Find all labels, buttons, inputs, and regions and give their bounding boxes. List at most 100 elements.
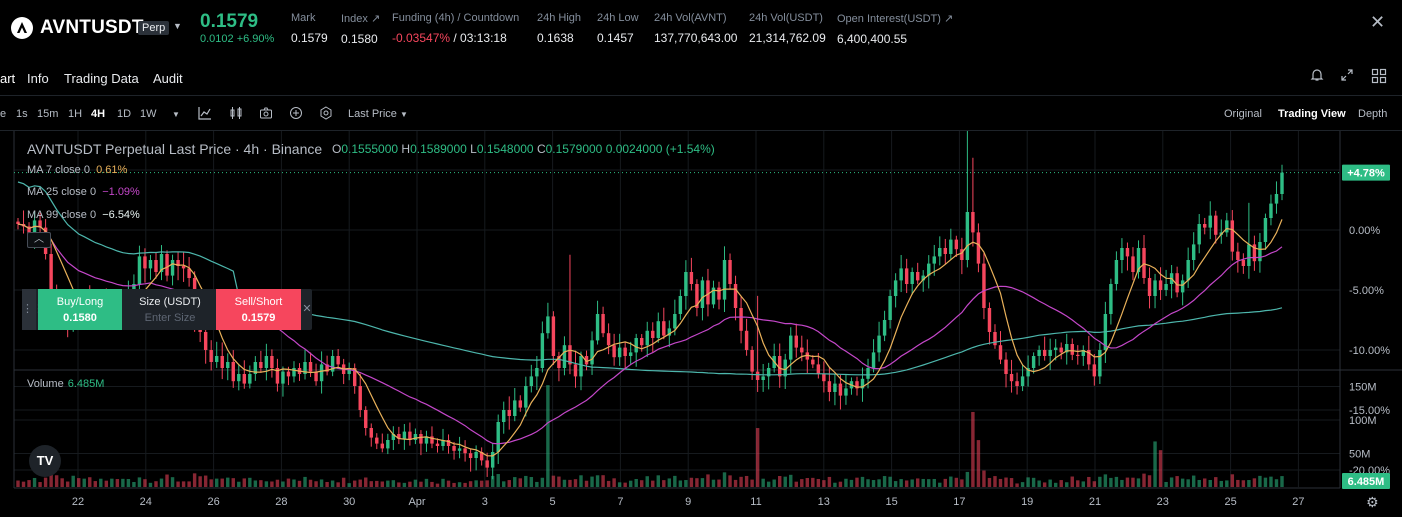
drag-handle-icon[interactable]: ⋮⋮	[22, 289, 44, 330]
volume-bar	[882, 476, 887, 487]
volume-bar	[700, 478, 705, 487]
volume-bar	[584, 480, 589, 487]
symbol-dropdown-chevron-down-icon[interactable]: ▼	[173, 21, 182, 31]
volume-bar	[479, 480, 484, 487]
price-axis-tick-label: -5.00%	[1349, 285, 1384, 297]
price-type-select[interactable]: Last Price ▼	[348, 108, 408, 120]
candle-body	[430, 436, 434, 444]
interval-more-chevron-down-icon[interactable]: ▼	[172, 110, 180, 119]
settings-hex-icon[interactable]	[319, 106, 333, 120]
candle-body	[1214, 215, 1218, 235]
volume-bar	[1065, 482, 1069, 487]
candle-body	[1252, 244, 1257, 262]
ma99-legend[interactable]: MA 99 close 0 −6.54%	[27, 209, 140, 221]
volume-bar	[1208, 479, 1212, 487]
stat-open-interest[interactable]: Open Interest(USDT) ↗ 6,400,400.55	[837, 12, 953, 46]
ma7-legend[interactable]: MA 7 close 0 0.61%	[27, 164, 127, 176]
volume-bar	[82, 478, 86, 487]
volume-bar	[148, 482, 153, 487]
tab-chart[interactable]: art	[0, 71, 16, 86]
candle-body	[502, 410, 506, 422]
indicators-icon[interactable]	[198, 106, 212, 120]
interval-time[interactable]: e	[0, 108, 7, 120]
ma99-label: MA 99 close 0	[27, 209, 97, 221]
volume-bar	[1120, 479, 1124, 487]
interval-4h[interactable]: 4H	[91, 108, 106, 120]
volume-bar	[546, 385, 550, 487]
ma99-line	[17, 181, 1283, 376]
candle-body	[1048, 350, 1052, 356]
legend-collapse-chevron-up-icon[interactable]: ︿	[27, 232, 51, 248]
stat-index[interactable]: Index ↗ 0.1580	[341, 12, 380, 46]
candle-body	[325, 364, 329, 372]
candle-body	[209, 350, 213, 362]
volume-bar	[203, 475, 208, 487]
buy-long-button[interactable]: Buy/Long 0.1580	[38, 289, 122, 330]
layout-grid-icon[interactable]	[1371, 68, 1387, 84]
candle-body	[148, 260, 153, 269]
bell-icon[interactable]	[1310, 68, 1324, 82]
candle-body	[529, 376, 534, 386]
close-icon[interactable]: ✕	[1370, 12, 1386, 32]
interval-1d[interactable]: 1D	[117, 108, 132, 120]
tab-trading-data[interactable]: Trading Data	[64, 71, 139, 86]
symbol-title[interactable]: AVNTUSDT	[40, 17, 144, 38]
candle-body	[275, 368, 280, 384]
volume-bar	[1059, 480, 1063, 487]
candles-icon[interactable]	[229, 106, 243, 120]
close-order-panel-icon[interactable]: ✕	[302, 303, 312, 315]
view-original[interactable]: Original	[1224, 108, 1262, 120]
candle-body	[479, 452, 484, 461]
candle-body	[507, 410, 511, 416]
time-axis-tick-label: 22	[72, 496, 84, 508]
interval-15m[interactable]: 15m	[37, 108, 59, 120]
candle-body	[579, 356, 583, 377]
volume-bar	[888, 476, 892, 487]
volume-bar	[496, 474, 500, 487]
interval-1h[interactable]: 1H	[68, 108, 83, 120]
interval-1w[interactable]: 1W	[140, 108, 157, 120]
ma25-legend[interactable]: MA 25 close 0 −1.09%	[27, 186, 140, 198]
volume-bar	[319, 479, 324, 487]
tab-audit[interactable]: Audit	[153, 71, 183, 86]
candle-body	[783, 359, 787, 377]
volume-bar	[1236, 479, 1240, 487]
stat-value: 0.1457	[597, 31, 634, 45]
camera-icon[interactable]	[259, 106, 273, 120]
candle-body	[606, 333, 611, 346]
volume-bar	[292, 479, 296, 487]
current-price-label: +4.78%	[1347, 168, 1385, 180]
candle-body	[893, 280, 898, 296]
expand-icon[interactable]	[1340, 68, 1354, 82]
volume-bar	[408, 481, 412, 487]
volume-bar	[728, 475, 732, 487]
tab-info[interactable]: Info	[27, 71, 49, 86]
view-trading-view[interactable]: Trading View	[1278, 108, 1346, 120]
gear-icon[interactable]: ⚙	[1366, 494, 1379, 510]
candle-body	[27, 226, 31, 235]
volume-bar	[524, 475, 528, 487]
sell-short-button[interactable]: Sell/Short 0.1579	[216, 289, 301, 330]
candle-body	[855, 381, 859, 389]
candle-body	[794, 335, 798, 348]
volume-bar	[154, 481, 158, 487]
volume-bar	[645, 476, 649, 487]
volume-bar	[805, 478, 810, 487]
candle-body	[159, 254, 164, 272]
candle-body	[1131, 256, 1135, 272]
candle-body	[358, 386, 362, 410]
view-depth[interactable]: Depth	[1358, 108, 1388, 120]
perp-badge: Perp	[138, 21, 170, 35]
candle-body	[976, 232, 981, 264]
candle-body	[728, 260, 732, 284]
volume-bar	[187, 481, 191, 487]
volume-bar	[463, 482, 467, 487]
volume-bar	[711, 479, 716, 487]
tradingview-logo-icon[interactable]: TV	[29, 445, 61, 477]
candle-body	[755, 371, 760, 380]
size-input[interactable]: Size (USDT) Enter Size	[124, 289, 216, 330]
add-circle-icon[interactable]	[289, 106, 303, 120]
volume-bar	[165, 474, 169, 487]
interval-1s[interactable]: 1s	[16, 108, 28, 120]
volume-bar	[822, 480, 826, 487]
